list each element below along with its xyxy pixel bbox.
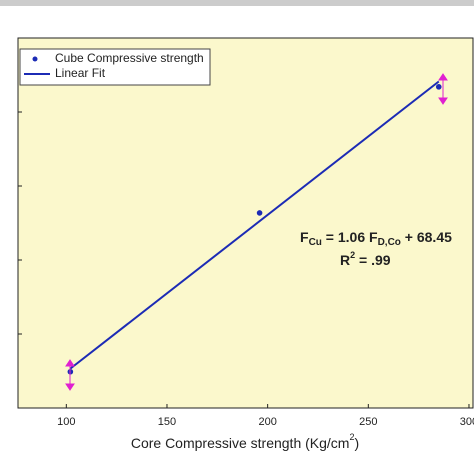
r-part: R [340, 252, 350, 268]
x-axis-label: Core Compressive strength (Kg/cm2) [131, 432, 359, 450]
eq-sub: Cu [309, 237, 322, 248]
x-tick-label: 300 [460, 416, 474, 428]
xlabel-sup: 2 [349, 432, 354, 442]
fit-equation: FCu = 1.06 FD,Co + 68.45 [300, 229, 452, 248]
legend: Cube Compressive strength Linear Fit [19, 48, 211, 86]
top-strip [0, 0, 474, 6]
x-tick-label: 200 [258, 416, 276, 428]
eq-part: + 68.45 [401, 229, 452, 245]
legend-box [19, 48, 211, 86]
r-squared: R2 = .99 [340, 250, 391, 267]
error-arrow-head [65, 359, 75, 391]
eq-part: = 1.06 F [322, 229, 378, 245]
error-arrows [65, 73, 448, 391]
fit-line [69, 80, 440, 370]
legend-label: Cube Compressive strength [55, 51, 204, 65]
x-tick-label: 250 [359, 416, 377, 428]
legend-marker [32, 56, 38, 62]
xlabel-part: ) [354, 435, 359, 451]
r-sup: 2 [350, 250, 355, 260]
data-point [435, 84, 442, 90]
error-arrow-head [438, 73, 448, 105]
eq-part: F [300, 229, 309, 245]
plot-area [17, 37, 474, 409]
legend-label: Linear Fit [55, 66, 106, 80]
x-tick-label: 150 [158, 416, 176, 428]
xlabel-part: Core Compressive strength (Kg/cm [131, 435, 350, 451]
eq-sub: D,Co [378, 237, 401, 248]
r-part: = .99 [355, 252, 391, 268]
data-point [256, 210, 263, 216]
x-tick-label: 100 [57, 416, 75, 428]
